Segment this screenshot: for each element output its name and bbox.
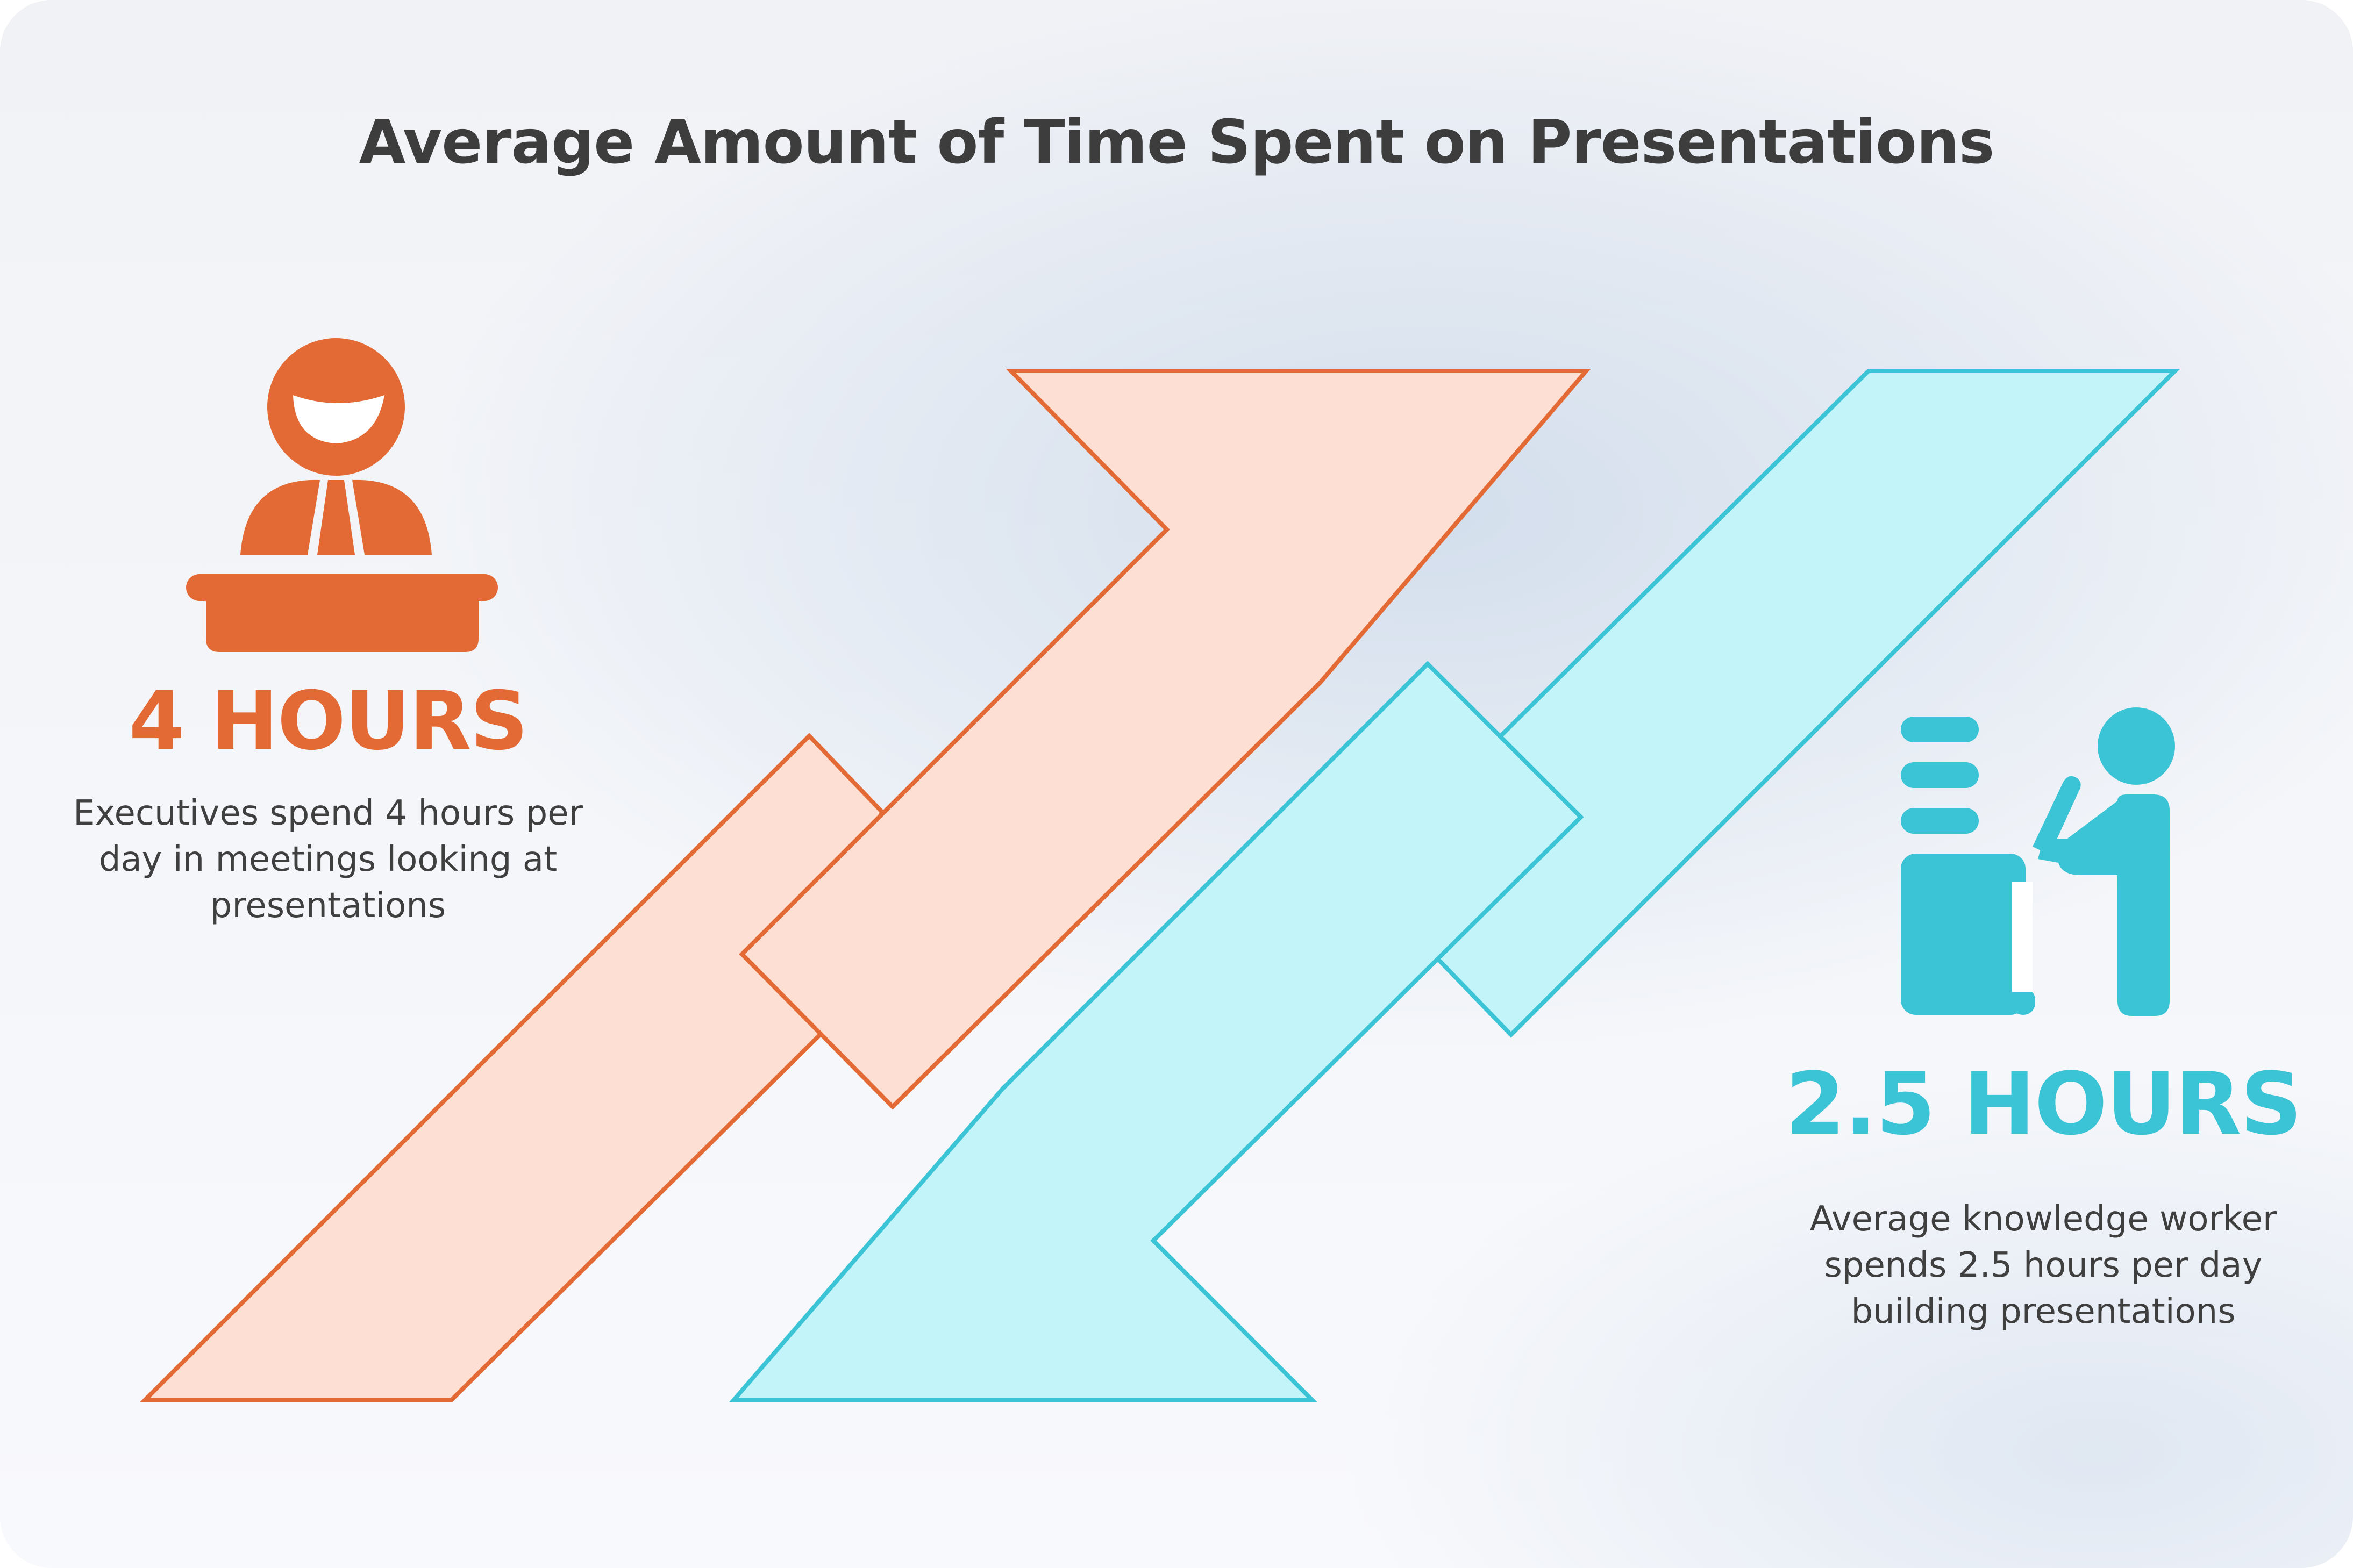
executives-description: Executives spend 4 hours per day in meet… <box>73 793 583 926</box>
orange-arrow-upper-band <box>739 369 1591 1110</box>
cyan-arrow-lower-band <box>729 661 1584 1402</box>
page-title: Average Amount of Time Spent on Presenta… <box>359 108 1995 177</box>
orange-arrow <box>140 369 1591 1402</box>
cyan-arrow-upper-band <box>1436 369 2180 1038</box>
executives-hours-stat: 4 HOURS <box>129 675 529 768</box>
person-at-desk-writing-icon <box>1901 707 2175 1016</box>
presenter-at-podium-icon <box>186 338 498 652</box>
cyan-arrow <box>729 369 2180 1402</box>
knowledge-worker-description: Average knowledge worker spends 2.5 hour… <box>1809 1199 2277 1331</box>
knowledge-worker-hours-stat: 2.5 HOURS <box>1785 1054 2302 1154</box>
